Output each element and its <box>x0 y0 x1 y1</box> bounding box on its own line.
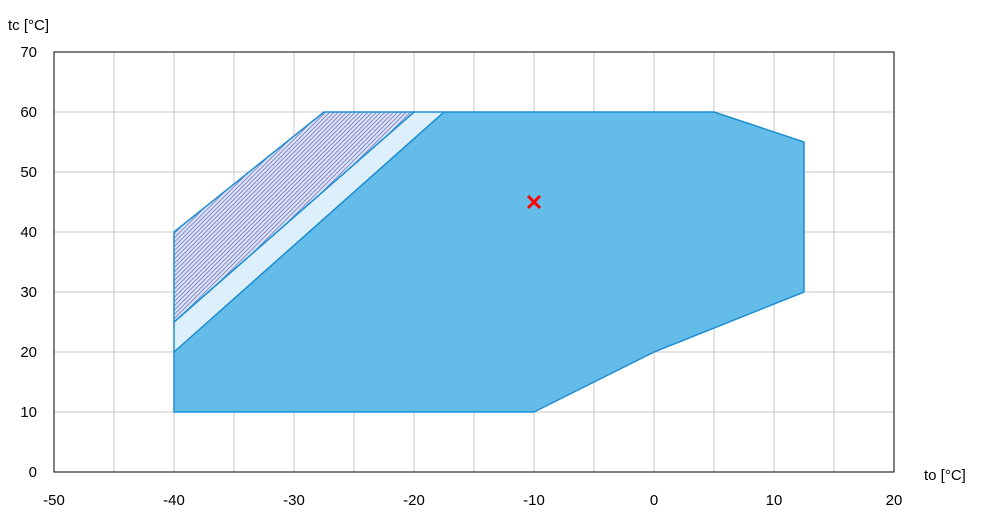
y-tick-label: 40 <box>20 224 37 241</box>
y-tick-label: 20 <box>20 344 37 361</box>
y-tick-label: 10 <box>20 404 37 421</box>
x-tick-label: 20 <box>886 492 903 509</box>
y-tick-label: 30 <box>20 284 37 301</box>
x-tick-label: -30 <box>283 492 305 509</box>
y-tick-label: 50 <box>20 164 37 181</box>
x-tick-label: -20 <box>403 492 425 509</box>
x-tick-label: -50 <box>43 492 65 509</box>
x-tick-label: -10 <box>523 492 545 509</box>
x-axis-label: to [°C] <box>924 467 966 484</box>
y-tick-label: 60 <box>20 104 37 121</box>
x-tick-label: -40 <box>163 492 185 509</box>
y-tick-label: 0 <box>29 464 37 481</box>
x-tick-label: 0 <box>650 492 658 509</box>
x-tick-label: 10 <box>766 492 783 509</box>
y-axis-label: tc [°C] <box>8 17 49 34</box>
y-tick-label: 70 <box>20 44 37 61</box>
